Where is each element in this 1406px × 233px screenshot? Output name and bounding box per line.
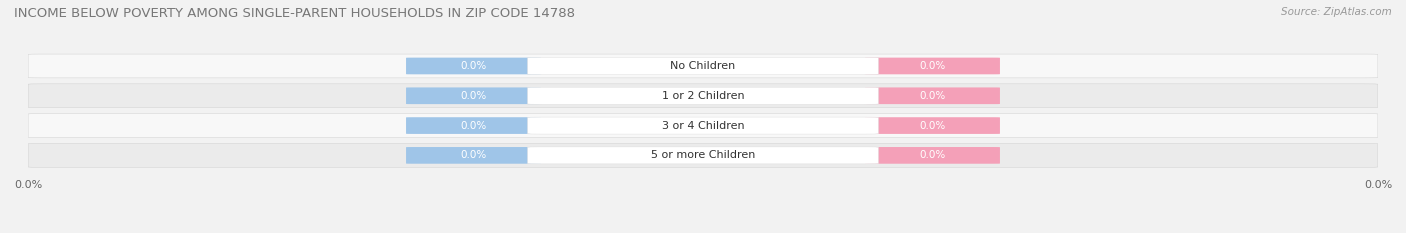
Legend: Single Father, Single Mother: Single Father, Single Mother <box>603 230 803 233</box>
FancyBboxPatch shape <box>406 117 541 134</box>
FancyBboxPatch shape <box>865 87 1000 104</box>
FancyBboxPatch shape <box>28 54 1378 78</box>
Text: 0.0%: 0.0% <box>920 120 946 130</box>
Text: 1 or 2 Children: 1 or 2 Children <box>662 91 744 101</box>
FancyBboxPatch shape <box>406 87 541 104</box>
FancyBboxPatch shape <box>865 117 1000 134</box>
FancyBboxPatch shape <box>865 58 1000 74</box>
Text: 0.0%: 0.0% <box>460 120 486 130</box>
Text: 0.0%: 0.0% <box>460 61 486 71</box>
FancyBboxPatch shape <box>527 117 879 134</box>
Text: INCOME BELOW POVERTY AMONG SINGLE-PARENT HOUSEHOLDS IN ZIP CODE 14788: INCOME BELOW POVERTY AMONG SINGLE-PARENT… <box>14 7 575 20</box>
Text: 3 or 4 Children: 3 or 4 Children <box>662 120 744 130</box>
Text: 0.0%: 0.0% <box>460 91 486 101</box>
Text: 0.0%: 0.0% <box>920 91 946 101</box>
Text: Source: ZipAtlas.com: Source: ZipAtlas.com <box>1281 7 1392 17</box>
Text: 5 or more Children: 5 or more Children <box>651 150 755 160</box>
Text: 0.0%: 0.0% <box>460 150 486 160</box>
FancyBboxPatch shape <box>527 87 879 104</box>
Text: 0.0%: 0.0% <box>920 150 946 160</box>
FancyBboxPatch shape <box>406 147 541 164</box>
FancyBboxPatch shape <box>28 84 1378 108</box>
FancyBboxPatch shape <box>406 58 541 74</box>
FancyBboxPatch shape <box>527 147 879 164</box>
FancyBboxPatch shape <box>865 147 1000 164</box>
FancyBboxPatch shape <box>28 144 1378 167</box>
FancyBboxPatch shape <box>527 58 879 75</box>
Text: No Children: No Children <box>671 61 735 71</box>
Text: 0.0%: 0.0% <box>920 61 946 71</box>
FancyBboxPatch shape <box>28 114 1378 137</box>
